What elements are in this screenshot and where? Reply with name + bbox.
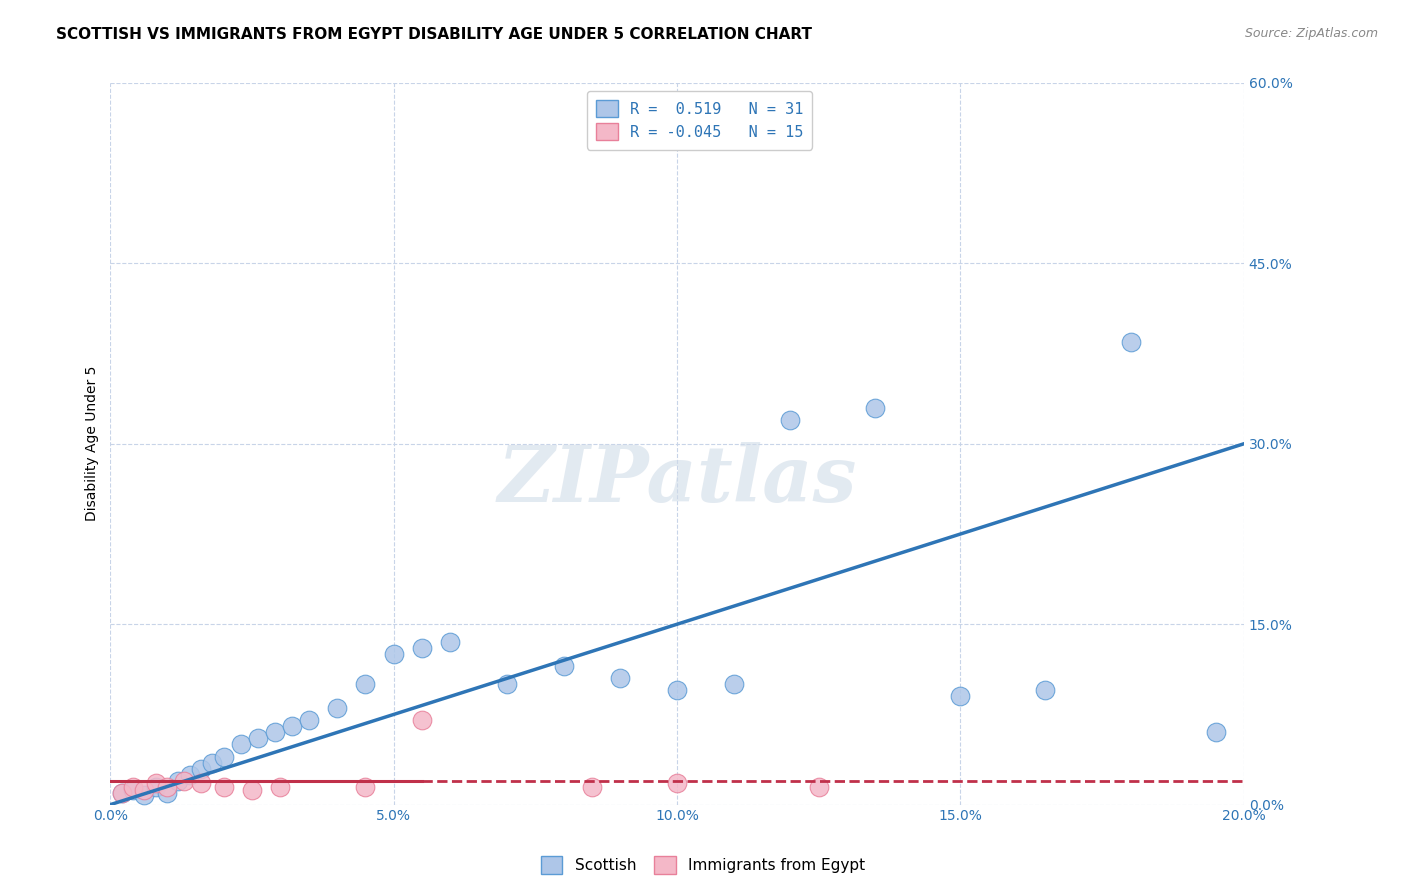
Point: [1205, 725, 1227, 739]
Point: [122, 780, 145, 794]
Point: [553, 659, 575, 673]
Point: [240, 783, 263, 797]
Text: Source: ZipAtlas.com: Source: ZipAtlas.com: [1244, 27, 1378, 40]
Point: [173, 773, 195, 788]
Point: [666, 683, 689, 698]
Point: [354, 677, 377, 691]
Legend: R =  0.519   N = 31, R = -0.045   N = 15: R = 0.519 N = 31, R = -0.045 N = 15: [588, 91, 813, 150]
Point: [807, 780, 830, 794]
Point: [1119, 334, 1142, 349]
Point: [949, 690, 972, 704]
Point: [212, 749, 235, 764]
Point: [111, 786, 134, 800]
Point: [354, 780, 377, 794]
Point: [666, 776, 689, 790]
Point: [439, 635, 461, 649]
Point: [179, 767, 201, 781]
Point: [145, 780, 167, 794]
Point: [779, 413, 801, 427]
Text: ZIPatlas: ZIPatlas: [498, 442, 856, 518]
Point: [190, 762, 212, 776]
Point: [145, 776, 167, 790]
Point: [156, 780, 179, 794]
Text: SCOTTISH VS IMMIGRANTS FROM EGYPT DISABILITY AGE UNDER 5 CORRELATION CHART: SCOTTISH VS IMMIGRANTS FROM EGYPT DISABI…: [56, 27, 813, 42]
Point: [122, 783, 145, 797]
Point: [382, 647, 405, 661]
Point: [326, 701, 349, 715]
Point: [298, 714, 321, 728]
Point: [496, 677, 519, 691]
Point: [201, 756, 224, 770]
Point: [190, 776, 212, 790]
Point: [111, 786, 134, 800]
Y-axis label: Disability Age Under 5: Disability Age Under 5: [86, 366, 100, 522]
Point: [281, 719, 304, 733]
Point: [134, 783, 156, 797]
Point: [609, 671, 631, 685]
Point: [134, 788, 156, 802]
Legend: Scottish, Immigrants from Egypt: Scottish, Immigrants from Egypt: [534, 850, 872, 880]
Point: [263, 725, 285, 739]
Point: [1035, 683, 1057, 698]
Point: [865, 401, 887, 415]
Point: [269, 780, 291, 794]
Point: [246, 731, 269, 746]
Point: [212, 780, 235, 794]
Point: [581, 780, 603, 794]
Point: [229, 738, 252, 752]
Point: [723, 677, 745, 691]
Point: [411, 641, 433, 656]
Point: [411, 714, 433, 728]
Point: [156, 786, 179, 800]
Point: [167, 773, 190, 788]
